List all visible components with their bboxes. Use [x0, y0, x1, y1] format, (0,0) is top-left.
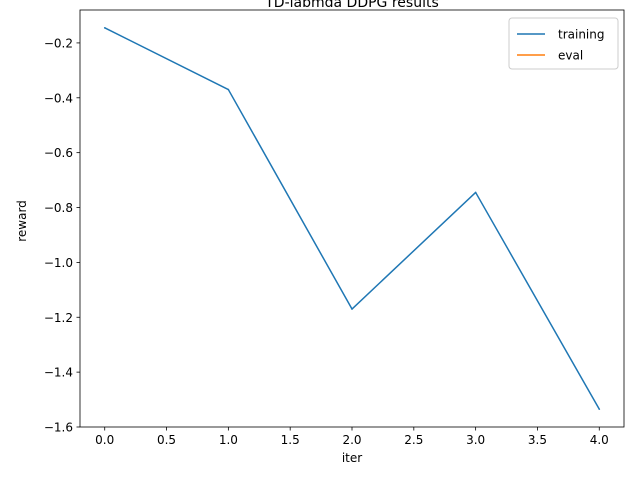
- y-tick-label: −1.2: [44, 311, 73, 325]
- y-tick-label: −0.6: [44, 146, 73, 160]
- x-tick-label: 0.5: [157, 433, 176, 447]
- x-tick-label: 4.0: [590, 433, 609, 447]
- data-point: [103, 27, 106, 29]
- data-point: [351, 308, 353, 310]
- y-axis-label: reward: [15, 200, 29, 242]
- x-tick-label: 1.5: [281, 433, 300, 447]
- legend-label-training: training: [558, 28, 605, 42]
- plot-area: [79, 9, 625, 428]
- x-tick-label: 1.0: [219, 433, 238, 447]
- x-tick-label: 3.0: [466, 433, 485, 447]
- y-tick-label: −0.8: [44, 201, 73, 215]
- data-point: [227, 88, 230, 91]
- y-tick-label: −1.4: [44, 366, 73, 380]
- x-axis-label: iter: [342, 451, 362, 465]
- y-tick-label: −0.4: [44, 91, 73, 105]
- y-tick-label: −0.2: [44, 36, 73, 50]
- data-point: [598, 408, 601, 410]
- x-tick-label: 3.5: [528, 433, 547, 447]
- x-axis-ticks: 0.0 0.5 1.0 1.5 2.0 2.5 3.0 3.5 4.0: [95, 427, 609, 447]
- y-axis-ticks: −0.2 −0.4 −0.6 −0.8 −1.0 −1.2 −1.4 −1.6: [44, 36, 80, 435]
- data-point: [474, 191, 477, 194]
- y-tick-label: −1.0: [44, 256, 73, 270]
- chart-title: TD-labmda DDPG results: [264, 0, 439, 11]
- legend-label-eval: eval: [558, 49, 583, 63]
- plot-background: [80, 10, 624, 427]
- y-tick-label: −1.6: [44, 421, 73, 435]
- x-tick-label: 0.0: [95, 433, 114, 447]
- x-tick-label: 2.0: [342, 433, 361, 447]
- x-tick-label: 2.5: [404, 433, 423, 447]
- legend: training eval: [508, 17, 619, 70]
- legend-box: [508, 17, 619, 70]
